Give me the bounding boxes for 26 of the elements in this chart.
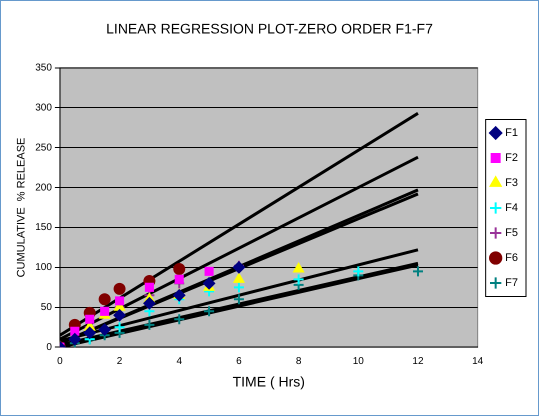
y-tick-label: 0 bbox=[46, 342, 52, 353]
x-tick-label: 2 bbox=[116, 356, 123, 367]
legend-label: F3 bbox=[505, 177, 518, 190]
x-tick-label: 4 bbox=[176, 356, 182, 367]
x-tick-label: 10 bbox=[352, 356, 364, 367]
x-tick-label: 8 bbox=[296, 356, 302, 367]
x-tick-label: 12 bbox=[412, 356, 424, 367]
x-axis-title: TIME ( Hrs) bbox=[232, 373, 305, 390]
chart-title: LINEAR REGRESSION PLOT-ZERO ORDER F1-F7 bbox=[106, 20, 434, 36]
legend-label: F2 bbox=[505, 152, 518, 164]
legend-label: F7 bbox=[505, 277, 518, 290]
y-tick-label: 100 bbox=[35, 262, 52, 274]
y-axis-title: CUMULATIVE % RELEASE bbox=[16, 138, 28, 278]
legend-label: F6 bbox=[505, 252, 518, 264]
y-tick-label: 350 bbox=[35, 62, 52, 74]
y-tick-label: 300 bbox=[35, 102, 52, 114]
legend-label: F4 bbox=[505, 202, 518, 214]
x-tick-label: 0 bbox=[57, 356, 64, 367]
x-tick-label: 6 bbox=[236, 356, 242, 367]
legend-label: F5 bbox=[505, 227, 518, 240]
y-tick-label: 250 bbox=[35, 142, 52, 154]
y-tick-label: 150 bbox=[35, 222, 52, 234]
legend-label: F1 bbox=[505, 127, 518, 140]
y-tick-label: 50 bbox=[40, 302, 52, 314]
x-tick-label: 14 bbox=[472, 356, 484, 367]
y-tick-label: 200 bbox=[35, 182, 52, 194]
